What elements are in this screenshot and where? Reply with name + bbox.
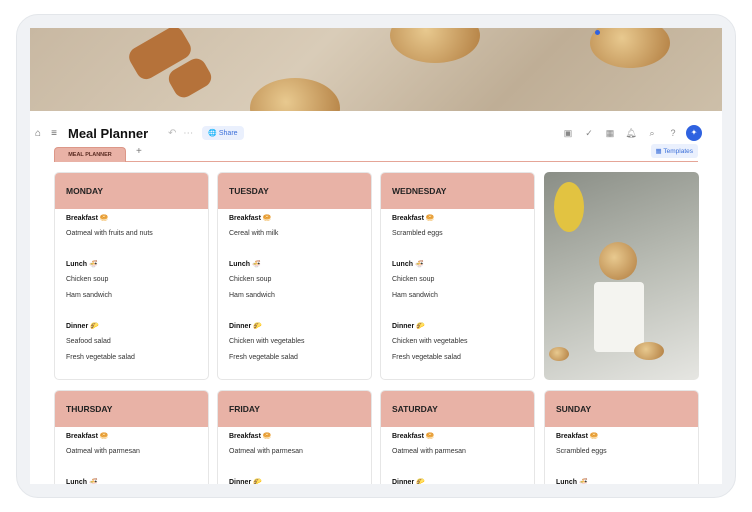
meal-item[interactable]: Scrambled eggs: [392, 230, 443, 237]
document-icon[interactable]: ▣: [563, 127, 573, 138]
help-icon[interactable]: ?: [670, 128, 676, 138]
meal-label: Lunch 🍜: [229, 261, 261, 268]
calendar-icon[interactable]: ▦: [605, 127, 615, 138]
tab-bar: MEAL PLANNER + ▦ Templates: [54, 144, 698, 162]
meal-item[interactable]: Chicken with vegetables: [392, 338, 468, 345]
notification-dot: [595, 30, 600, 35]
meal-emoji-icon: 🍜: [414, 261, 424, 268]
meal-item[interactable]: Fresh vegetable salad: [229, 354, 298, 361]
meal-label: Breakfast 🥯: [66, 215, 109, 222]
meal-emoji-icon: 🥯: [99, 215, 109, 222]
meal-item[interactable]: Ham sandwich: [66, 292, 112, 299]
meal-emoji-icon: 🍜: [251, 261, 261, 268]
page-header: ⌂ ≡ Meal Planner ↶ ⋯ 🌐 Share ▣ ✓ ▦ 🔔︎ ⌕ …: [30, 121, 722, 145]
meal-label: Breakfast 🥯: [556, 433, 599, 440]
tab-meal-planner[interactable]: MEAL PLANNER: [54, 147, 126, 162]
avatar[interactable]: ✦: [686, 125, 702, 141]
meal-item[interactable]: Oatmeal with fruits and nuts: [66, 230, 153, 237]
meal-item[interactable]: Fresh vegetable salad: [66, 354, 135, 361]
meal-emoji-icon: 🌮: [253, 479, 262, 484]
meal-emoji-icon: 🌮: [416, 479, 425, 484]
meal-label: Dinner 🌮: [392, 479, 425, 484]
day-header: MONDAY: [55, 173, 208, 209]
bell-icon[interactable]: 🔔︎: [625, 127, 637, 138]
meal-label: Breakfast 🥯: [229, 433, 272, 440]
day-header: FRIDAY: [218, 391, 371, 427]
day-header: THURSDAY: [55, 391, 208, 427]
meal-emoji-icon: 🍜: [88, 479, 98, 484]
meal-label: Breakfast 🥯: [229, 215, 272, 222]
meal-emoji-icon: 🍜: [88, 261, 98, 268]
day-card-monday: MONDAY Breakfast 🥯 Oatmeal with fruits and…: [54, 172, 209, 380]
meal-emoji-icon: 🥯: [425, 215, 435, 222]
page-title: Meal Planner: [68, 125, 149, 141]
meal-emoji-icon: 🌮: [253, 323, 262, 330]
meal-label: Breakfast 🥯: [392, 215, 435, 222]
meal-item[interactable]: Oatmeal with parmesan: [392, 448, 466, 455]
day-card-tuesday: TUESDAY Breakfast 🥯 Cereal with milk Lunch …: [217, 172, 372, 380]
meal-item[interactable]: Chicken soup: [66, 276, 109, 283]
menu-icon[interactable]: ≡: [51, 127, 57, 139]
meal-label: Dinner 🌮: [229, 479, 262, 484]
day-card-sunday: SUNDAY Breakfast 🥯 Scrambled eggs Lunch 🍜: [544, 390, 699, 484]
day-header: WEDNESDAY: [381, 173, 534, 209]
meal-item[interactable]: Ham sandwich: [392, 292, 438, 299]
meal-item[interactable]: Ham sandwich: [229, 292, 275, 299]
day-header: TUESDAY: [218, 173, 371, 209]
home-icon[interactable]: ⌂: [34, 127, 42, 139]
meal-item[interactable]: Chicken soup: [392, 276, 435, 283]
meal-item[interactable]: Chicken soup: [229, 276, 272, 283]
meal-emoji-icon: 🥯: [425, 433, 435, 440]
day-header: SATURDAY: [381, 391, 534, 427]
banner-image: [30, 28, 722, 111]
meal-item[interactable]: Oatmeal with parmesan: [229, 448, 303, 455]
meal-emoji-icon: 🥯: [589, 433, 599, 440]
meal-item[interactable]: Chicken with vegetables: [229, 338, 305, 345]
templates-button[interactable]: ▦ Templates: [650, 144, 698, 158]
search-icon[interactable]: ⌕: [649, 127, 655, 138]
check-icon[interactable]: ✓: [585, 127, 593, 138]
meal-item[interactable]: Seafood salad: [66, 338, 111, 345]
meal-emoji-icon: 🥯: [99, 433, 109, 440]
share-label: Share: [218, 130, 238, 137]
meal-item[interactable]: Oatmeal with parmesan: [66, 448, 140, 455]
add-tab-button[interactable]: +: [136, 146, 142, 157]
meal-emoji-icon: 🥯: [262, 215, 272, 222]
day-card-wednesday: WEDNESDAY Breakfast 🥯 Scrambled eggs Lunch …: [380, 172, 535, 380]
page: ⌂ ≡ Meal Planner ↶ ⋯ 🌐 Share ▣ ✓ ▦ 🔔︎ ⌕ …: [30, 28, 722, 484]
meal-item[interactable]: Scrambled eggs: [556, 448, 607, 455]
meal-label: Dinner 🌮: [66, 323, 99, 330]
meal-item[interactable]: Cereal with milk: [229, 230, 279, 237]
meal-label: Lunch 🍜: [66, 261, 98, 268]
meal-emoji-icon: 🌮: [90, 323, 99, 330]
cookie-milk-photo: [544, 172, 699, 380]
meal-emoji-icon: 🥯: [262, 433, 272, 440]
more-icon[interactable]: ⋯: [183, 127, 194, 139]
meal-emoji-icon: 🌮: [416, 323, 425, 330]
meal-label: Dinner 🌮: [229, 323, 262, 330]
day-header: SUNDAY: [545, 391, 698, 427]
day-card-saturday: SATURDAY Breakfast 🥯 Oatmeal with parmesan…: [380, 390, 535, 484]
share-button[interactable]: 🌐 Share: [202, 126, 244, 140]
templates-label: Templates: [663, 148, 693, 155]
day-card-thursday: THURSDAY Breakfast 🥯 Oatmeal with parmesan…: [54, 390, 209, 484]
meal-label: Breakfast 🥯: [392, 433, 435, 440]
meal-label: Lunch 🍜: [392, 261, 424, 268]
meal-item[interactable]: Fresh vegetable salad: [392, 354, 461, 361]
meal-label: Lunch 🍜: [66, 479, 98, 484]
day-card-friday: FRIDAY Breakfast 🥯 Oatmeal with parmesan Di…: [217, 390, 372, 484]
meal-label: Breakfast 🥯: [66, 433, 109, 440]
undo-icon[interactable]: ↶: [168, 127, 177, 139]
meal-emoji-icon: 🍜: [578, 479, 588, 484]
meal-label: Dinner 🌮: [392, 323, 425, 330]
meal-label: Lunch 🍜: [556, 479, 588, 484]
